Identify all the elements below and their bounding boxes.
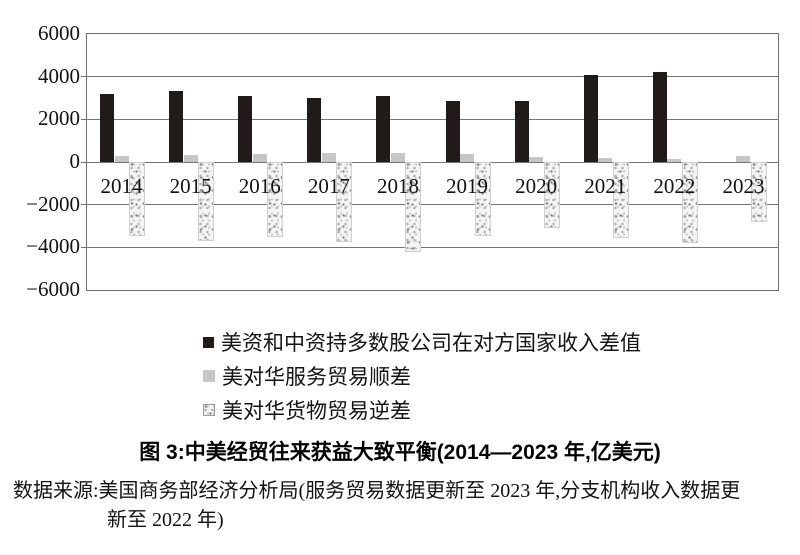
y-tick-mark — [81, 161, 87, 163]
y-axis-tick-label: 0 — [69, 149, 81, 173]
data-source-line1: 数据来源:美国商务部经济分析局(服务贸易数据更新至 2023 年,分支机构收入数… — [13, 480, 741, 502]
gridline--2000 — [87, 204, 778, 206]
bar-series2-2019 — [474, 162, 491, 236]
bar-series0-2021 — [583, 74, 598, 162]
x-axis-label-2015: 2015 — [169, 174, 212, 198]
legend-marker-black-square-icon — [203, 336, 214, 348]
bar-series0-2020 — [514, 100, 529, 162]
y-axis-tick-label: −6000 — [26, 277, 80, 301]
y-axis-tick-label: 2000 — [38, 106, 80, 131]
legend: 美资和中资持多数股公司在对方国家收入差值 美对华服务贸易顺差 美对华货物贸易逆差 — [203, 325, 641, 427]
bar-series2-2021 — [612, 162, 629, 238]
bar-series2-2015 — [198, 162, 215, 241]
y-axis-tick-label: 4000 — [38, 63, 80, 88]
legend-item-income-diff: 美资和中资持多数股公司在对方国家收入差值 — [203, 325, 641, 359]
figure-caption: 图 3:中美经贸往来获益大致平衡(2014—2023 年,亿美元) — [139, 441, 661, 464]
x-axis-label-2014: 2014 — [100, 174, 143, 198]
bar-series2-2018 — [405, 162, 422, 252]
y-tick-mark — [81, 246, 87, 248]
x-axis-label-2022: 2022 — [653, 174, 696, 198]
bar-series2-2022 — [681, 162, 698, 244]
gridline-4000 — [87, 76, 778, 78]
x-axis-label-2020: 2020 — [515, 174, 558, 198]
x-axis-label-2018: 2018 — [376, 174, 419, 198]
y-axis-tick-label: −4000 — [26, 234, 80, 259]
bar-series2-2014 — [129, 162, 146, 236]
bar-series0-2018 — [376, 95, 391, 162]
bar-series0-2014 — [100, 93, 115, 162]
bar-series1-2017 — [321, 153, 336, 162]
bar-series1-2016 — [252, 153, 267, 162]
legend-label-income-diff: 美资和中资持多数股公司在对方国家收入差值 — [221, 331, 641, 355]
y-axis-tick-label: 6000 — [38, 21, 80, 45]
data-source-note: 数据来源:美国商务部经济分析局(服务贸易数据更新至 2023 年,分支机构收入数… — [13, 477, 800, 535]
bar-series1-2021 — [598, 158, 613, 162]
bar-chart-plot-area: 2014 2015 2016 2017 2018 2019 2020 2021 2022 2023 — [81, 33, 779, 291]
bar-series1-2014 — [114, 156, 129, 162]
bar-series0-2015 — [169, 90, 184, 162]
y-tick-mark — [81, 118, 87, 120]
y-tick-mark — [81, 76, 87, 78]
bar-series1-2023 — [736, 155, 751, 162]
bar-series2-2016 — [267, 162, 284, 237]
bar-series0-2022 — [652, 72, 667, 162]
bar-series1-2019 — [460, 154, 475, 162]
gridline--4000 — [87, 246, 778, 248]
bar-series2-2017 — [336, 162, 353, 242]
x-axis-label-2021: 2021 — [584, 174, 627, 198]
legend-label-goods-deficit: 美对华货物贸易逆差 — [222, 399, 411, 423]
data-source-line2: 新至 2022 年) — [107, 509, 224, 531]
bar-series1-2022 — [667, 159, 682, 162]
gridline-0 — [87, 161, 778, 163]
legend-item-services-surplus: 美对华服务贸易顺差 — [203, 359, 641, 393]
bar-series1-2020 — [529, 156, 544, 162]
legend-marker-speckled-square-icon — [203, 404, 215, 416]
x-axis-label-2023: 2023 — [722, 174, 765, 198]
x-axis-label-2016: 2016 — [238, 174, 281, 198]
legend-item-goods-deficit: 美对华货物贸易逆差 — [203, 393, 641, 427]
legend-marker-gray-square-icon — [203, 370, 215, 382]
bar-series1-2015 — [183, 155, 198, 162]
bar-series1-2018 — [390, 153, 405, 162]
bar-series0-2019 — [445, 101, 460, 162]
gridline-2000 — [87, 118, 778, 120]
bar-series0-2017 — [307, 98, 322, 162]
bar-series0-2016 — [238, 95, 253, 162]
y-axis-tick-label: −2000 — [26, 191, 80, 216]
bar-series2-2020 — [543, 162, 560, 229]
y-tick-mark — [81, 204, 87, 206]
bar-series2-2023 — [750, 162, 767, 222]
x-axis-label-2017: 2017 — [307, 174, 350, 198]
legend-label-services-surplus: 美对华服务贸易顺差 — [222, 365, 411, 389]
x-axis-label-2019: 2019 — [446, 174, 489, 198]
